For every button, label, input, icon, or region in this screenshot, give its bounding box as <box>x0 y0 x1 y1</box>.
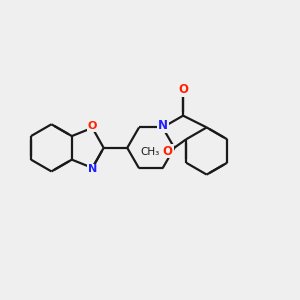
Text: N: N <box>158 119 168 132</box>
Text: N: N <box>88 164 97 175</box>
Text: O: O <box>163 145 172 158</box>
Text: O: O <box>178 83 188 96</box>
Text: O: O <box>88 121 97 131</box>
Text: CH₃: CH₃ <box>140 147 159 157</box>
